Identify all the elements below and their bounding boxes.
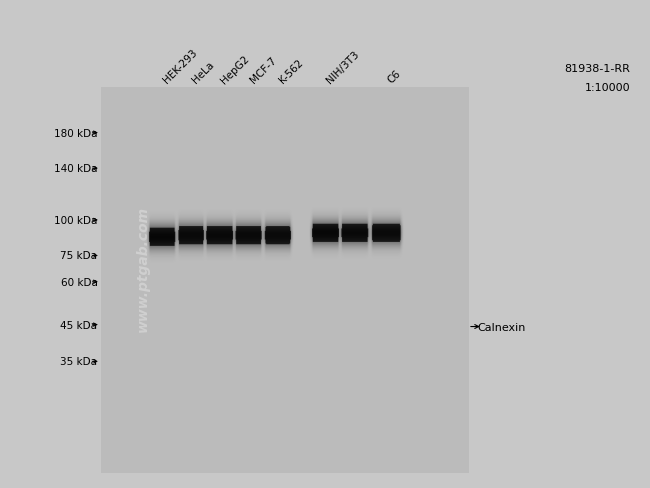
Text: 81938-1-RR: 81938-1-RR <box>565 63 630 73</box>
Text: MCF-7: MCF-7 <box>248 56 278 85</box>
Text: K-562: K-562 <box>277 58 305 85</box>
Text: C6: C6 <box>385 68 402 85</box>
Text: 35 kDa: 35 kDa <box>60 357 98 366</box>
Text: 1:10000: 1:10000 <box>585 83 630 93</box>
Text: HepG2: HepG2 <box>219 53 252 85</box>
Text: 75 kDa: 75 kDa <box>60 251 98 261</box>
Text: NIH/3T3: NIH/3T3 <box>325 49 361 85</box>
Text: www.ptgab.com: www.ptgab.com <box>136 205 150 331</box>
Text: 140 kDa: 140 kDa <box>54 164 98 174</box>
Text: Calnexin: Calnexin <box>478 322 526 332</box>
Text: 45 kDa: 45 kDa <box>60 320 98 330</box>
Text: 180 kDa: 180 kDa <box>54 128 98 138</box>
Text: HEK-293: HEK-293 <box>162 48 200 85</box>
Text: 100 kDa: 100 kDa <box>54 216 98 225</box>
Text: 60 kDa: 60 kDa <box>60 277 98 287</box>
Text: HeLa: HeLa <box>190 60 216 85</box>
